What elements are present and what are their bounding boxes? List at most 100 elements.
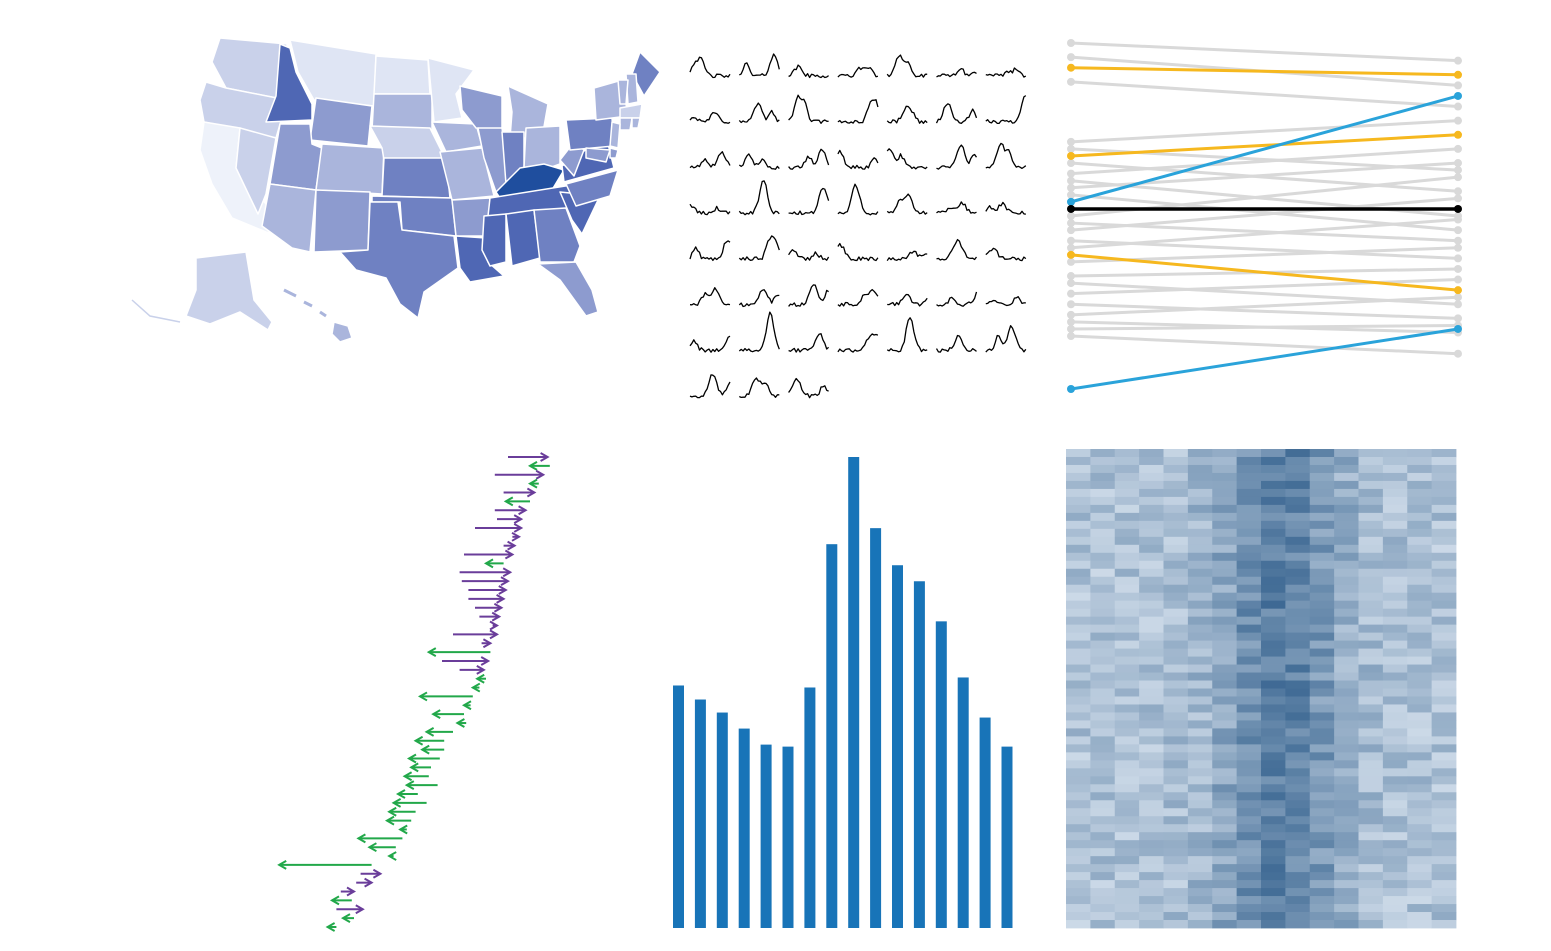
heatmap-cell-r15-c1	[1066, 560, 1091, 570]
sparkline-10	[788, 94, 829, 124]
sparkline-21	[985, 142, 1027, 170]
heatmap-cell-r52-c6	[1187, 856, 1213, 865]
heatmap-cell-r6-c15	[1407, 488, 1433, 498]
arrow-head-12	[504, 549, 515, 560]
heatmap-cell-r48-c14	[1382, 824, 1408, 833]
heatmap-cell-r50-c15	[1407, 840, 1433, 849]
heatmap-cell-r14-c3	[1114, 552, 1140, 562]
heatmap-cell-r41-c15	[1407, 768, 1433, 777]
heatmap-cell-r2-c14	[1382, 456, 1408, 466]
heatmap-cell-r9-c12	[1334, 512, 1359, 522]
heatmap-cell-r21-c4	[1139, 608, 1164, 618]
heatmap-cell-r26-c6	[1187, 648, 1213, 657]
heatmap-cell-r56-c6	[1187, 888, 1213, 897]
heatmap-cell-r17-c1	[1066, 576, 1091, 586]
heatmap-cell-r60-c14	[1382, 920, 1408, 929]
heatmap-cell-r12-c2	[1090, 536, 1116, 546]
heatmap-cell-r9-c14	[1382, 512, 1408, 522]
bar-13	[935, 621, 947, 928]
heatmap-cell-r36-c8	[1236, 728, 1262, 737]
sparkline-46	[837, 333, 879, 353]
heatmap-cell-r25-c6	[1187, 640, 1213, 649]
heatmap-cell-r45-c9	[1261, 800, 1286, 809]
heatmap-cell-r53-c10	[1285, 864, 1311, 873]
heatmap-cell-r13-c3	[1114, 544, 1140, 554]
slope-line-26	[1070, 295, 1459, 317]
heatmap-cell-r22-c16	[1431, 616, 1457, 626]
state-de	[609, 147, 619, 159]
heatmap-cell-r7-c3	[1114, 496, 1140, 506]
heatmap-cell-r16-c15	[1407, 568, 1433, 578]
heatmap-cell-r29-c9	[1261, 672, 1286, 681]
heatmap-cell-r3-c5	[1163, 464, 1189, 474]
arrow-head-1	[540, 452, 550, 462]
heatmap-cell-r12-c9	[1261, 536, 1286, 546]
heatmap-cell-r2-c15	[1407, 456, 1433, 466]
heatmap-cell-r20-c7	[1212, 600, 1238, 610]
heatmap-cell-r1-c4	[1139, 449, 1164, 458]
arrow-head-26	[475, 673, 485, 684]
slope-start-point-23	[1067, 279, 1075, 288]
heatmap-cell-r24-c6	[1187, 632, 1213, 641]
heatmap-cell-r56-c1	[1066, 888, 1091, 897]
heatmap-cell-r50-c2	[1090, 840, 1116, 849]
heatmap-cell-r16-c13	[1358, 568, 1384, 578]
slope-start-point-12	[1067, 190, 1075, 199]
slope-start-point-25	[1067, 300, 1075, 309]
arrow-head-51	[329, 895, 340, 906]
slope-end-point-22	[1454, 264, 1462, 273]
heatmap-cell-r6-c11	[1309, 488, 1335, 498]
heatmap-cell-r47-c13	[1358, 816, 1384, 825]
heatmap-cell-r24-c1	[1066, 632, 1091, 641]
heatmap-cell-r24-c5	[1163, 632, 1189, 641]
heatmap-cell-r25-c7	[1212, 640, 1238, 649]
heatmap-cell-r59-c9	[1261, 912, 1286, 921]
heatmap-cell-r37-c13	[1358, 736, 1384, 745]
sparkline-28	[985, 201, 1026, 215]
heatmap-cell-r39-c15	[1407, 752, 1433, 761]
heatmap-cell-r37-c2	[1090, 736, 1116, 745]
heatmap-cell-r20-c16	[1431, 600, 1457, 610]
heatmap-cell-r48-c7	[1212, 824, 1238, 833]
heatmap-cell-r22-c10	[1285, 616, 1311, 626]
heatmap-cell-r17-c2	[1090, 576, 1116, 586]
sparkline-44	[738, 311, 780, 353]
heatmap-cell-r25-c5	[1163, 640, 1189, 649]
heatmap-cell-r26-c10	[1285, 648, 1311, 657]
heatmap-cell-r10-c14	[1382, 520, 1408, 530]
arrow-head-43	[398, 824, 408, 835]
heatmap-cell-r19-c7	[1212, 592, 1238, 602]
heatmap-cell-r16-c3	[1114, 568, 1140, 578]
slope-start-point-3	[1067, 63, 1075, 72]
sparkline-17	[788, 148, 830, 170]
heatmap-cell-r15-c9	[1261, 560, 1286, 570]
heatmap-cell-r30-c12	[1334, 680, 1359, 689]
heatmap-cell-r50-c6	[1187, 840, 1213, 849]
heatmap-cell-r36-c14	[1382, 728, 1408, 737]
heatmap-cell-r23-c12	[1334, 624, 1359, 634]
heatmap-cell-r41-c6	[1187, 768, 1213, 777]
state-nv	[235, 127, 277, 215]
heatmap-cell-r7-c15	[1407, 496, 1433, 506]
heatmap-cell-r48-c16	[1431, 824, 1457, 833]
heatmap-cell-r6-c2	[1090, 488, 1116, 498]
sparkline-33	[886, 250, 928, 262]
heatmap-cell-r9-c7	[1212, 512, 1238, 522]
heatmap-cell-r30-c5	[1163, 680, 1189, 689]
heatmap-cell-r11-c3	[1114, 528, 1140, 538]
heatmap-cell-r15-c11	[1309, 560, 1335, 570]
heatmap-cell-r54-c2	[1090, 872, 1116, 881]
heatmap-cell-r6-c16	[1431, 488, 1457, 498]
heatmap-cell-r60-c9	[1261, 920, 1286, 929]
heatmap-cell-r5-c8	[1236, 480, 1262, 490]
slope-chart	[1067, 39, 1462, 393]
heatmap-cell-r8-c4	[1139, 504, 1164, 514]
heatmap-cell-r27-c7	[1212, 656, 1238, 665]
heatmap-cell-r30-c8	[1236, 680, 1262, 689]
heatmap-cell-r10-c3	[1114, 520, 1140, 530]
heatmap-cell-r59-c10	[1285, 912, 1311, 921]
heatmap-cell-r8-c15	[1407, 504, 1433, 514]
heatmap-cell-r3-c11	[1309, 464, 1335, 474]
heatmap-cell-r41-c2	[1090, 768, 1116, 777]
state-fl	[537, 261, 599, 317]
